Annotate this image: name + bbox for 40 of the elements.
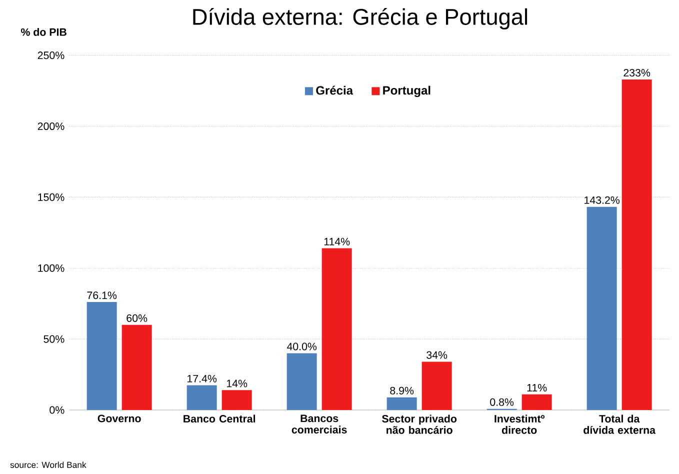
data-label: 114% xyxy=(324,238,350,246)
y-tick-label: 0% xyxy=(50,406,64,414)
bar xyxy=(586,206,617,410)
bar xyxy=(286,353,317,410)
y-tick-label: 50% xyxy=(44,335,64,343)
x-tick-label: Bancos comerciais xyxy=(292,414,347,434)
bar xyxy=(422,362,452,410)
bar xyxy=(622,79,652,410)
source-note: source: World Bank xyxy=(10,462,86,468)
data-label: 8.9% xyxy=(390,386,414,394)
bar xyxy=(322,248,352,410)
data-label: 0.8% xyxy=(490,398,514,406)
legend-label: Portugal xyxy=(383,86,430,98)
data-label: 14% xyxy=(226,380,248,388)
data-label: 34% xyxy=(426,351,448,359)
bar xyxy=(122,324,152,410)
bar xyxy=(86,302,117,410)
x-tick-label: Sector privado não bancário xyxy=(382,414,457,434)
data-label: 76.1% xyxy=(87,292,117,300)
bar xyxy=(386,397,417,410)
y-tick-label: 250% xyxy=(38,52,64,60)
x-tick-label: Banco Central xyxy=(184,414,256,423)
bar xyxy=(522,394,552,410)
data-label: 60% xyxy=(126,314,148,322)
data-label: 17.4% xyxy=(188,374,217,382)
y-tick-label: 100% xyxy=(38,264,64,272)
x-tick-label: Total da dívida externa xyxy=(584,414,656,434)
y-tick-label: 150% xyxy=(38,193,64,201)
data-label: 11% xyxy=(527,384,547,392)
y-tick-label: 200% xyxy=(38,122,64,130)
bar xyxy=(186,385,217,410)
x-tick-label: Investimtº directo xyxy=(494,414,545,434)
bar xyxy=(222,390,252,410)
data-label: 143.2% xyxy=(584,196,620,204)
data-label: 233% xyxy=(624,68,650,77)
x-tick-label: Governo xyxy=(98,414,141,422)
y-axis-title: % do PIB xyxy=(20,28,66,36)
data-label: 40.0% xyxy=(286,342,317,350)
chart-title: Dívida externa: Grécia e Portugal xyxy=(193,8,528,30)
legend-label: Grécia xyxy=(316,86,354,95)
